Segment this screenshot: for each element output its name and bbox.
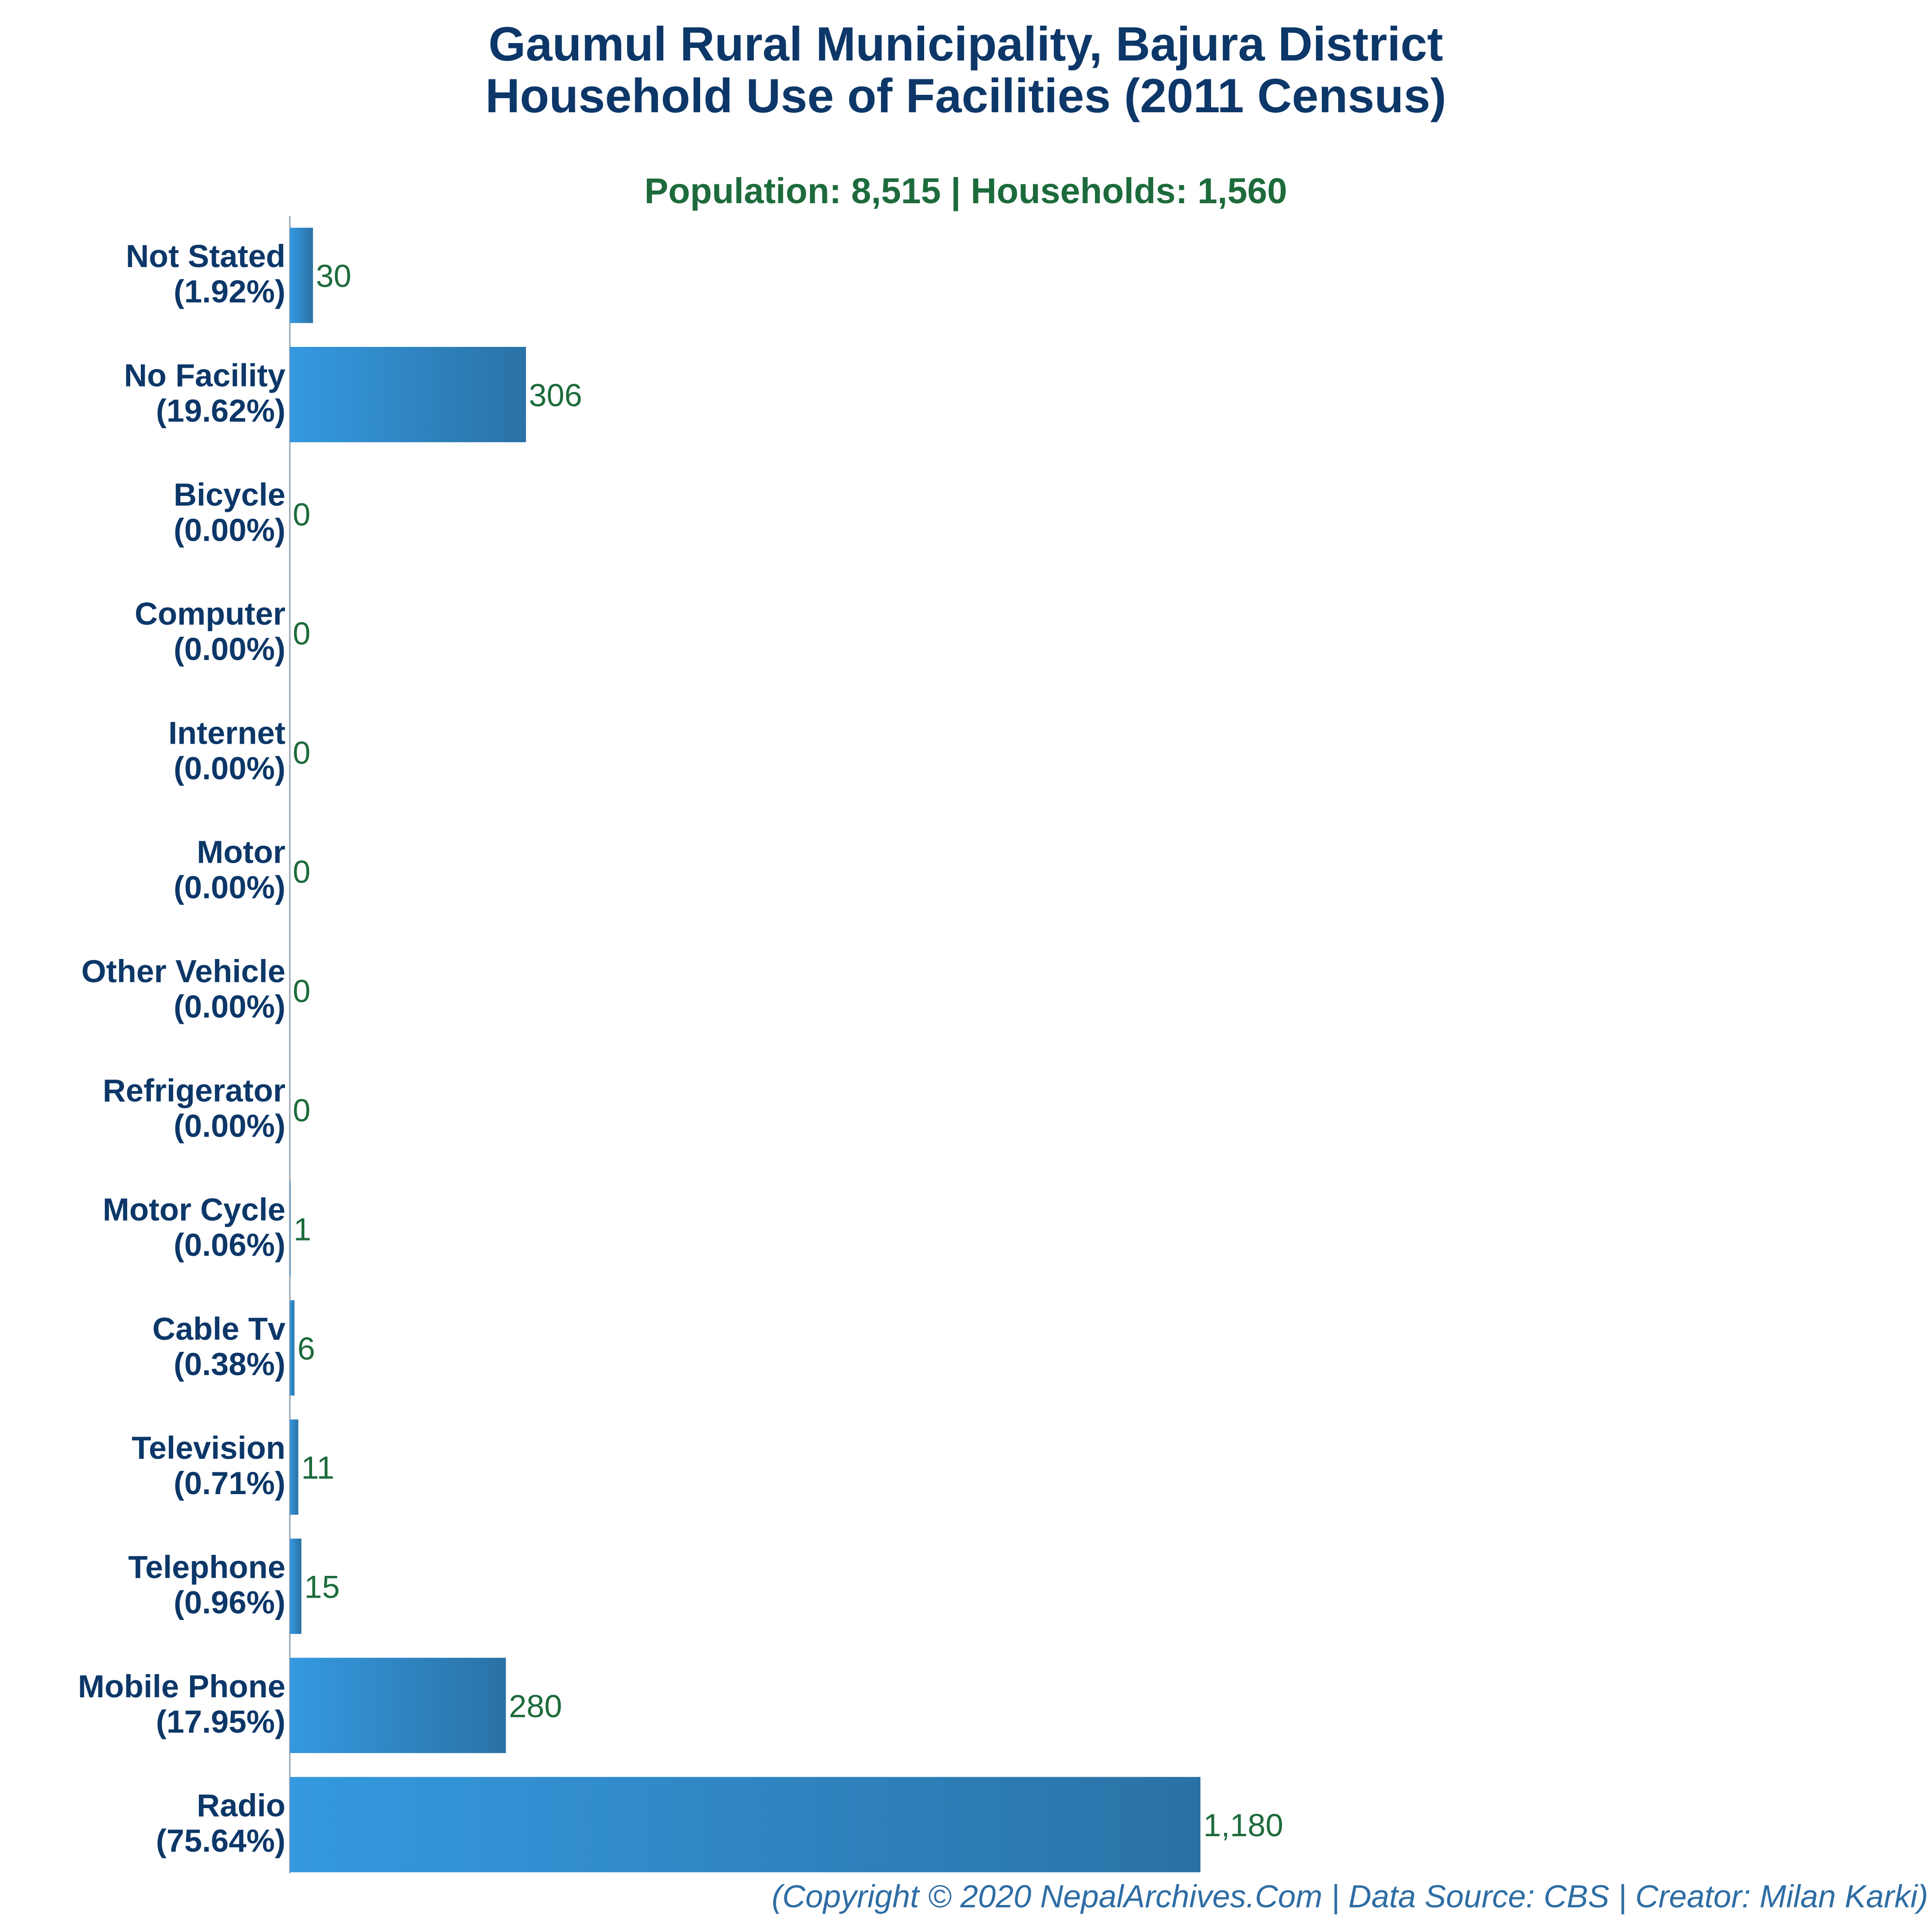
category-percent-label: (0.96%) <box>174 1584 285 1620</box>
category-percent-label: (1.92%) <box>174 273 285 309</box>
category-percent-label: (75.64%) <box>156 1823 285 1858</box>
bar-no-facility <box>290 346 526 442</box>
category-percent-label: (0.00%) <box>174 631 285 667</box>
value-label: 280 <box>509 1688 562 1724</box>
value-label: 306 <box>529 377 582 413</box>
bars-group <box>290 227 1200 1872</box>
category-percent-label: (0.00%) <box>174 750 285 786</box>
bar-radio <box>290 1777 1200 1872</box>
value-label: 30 <box>316 258 351 294</box>
value-label: 15 <box>304 1569 340 1604</box>
chart-subtitle: Population: 8,515 | Households: 1,560 <box>644 171 1287 211</box>
bar-not-stated <box>290 227 313 323</box>
value-label: 0 <box>293 854 311 890</box>
chart-credit: (Copyright © 2020 NepalArchives.Com | Da… <box>772 1878 1928 1915</box>
category-percent-label: (0.71%) <box>174 1465 285 1501</box>
category-percent-label: (19.62%) <box>156 392 285 428</box>
category-label: Refrigerator <box>103 1072 285 1108</box>
bar-cable-tv <box>290 1300 295 1396</box>
bar-motor-cycle <box>290 1181 291 1277</box>
category-percent-label: (0.00%) <box>174 869 285 905</box>
category-percent-label: (17.95%) <box>156 1704 285 1739</box>
bar-mobile-phone <box>290 1658 506 1753</box>
value-label: 1 <box>294 1212 312 1247</box>
category-label: Radio <box>197 1787 285 1823</box>
category-percent-label: (0.00%) <box>174 1108 285 1143</box>
value-label: 0 <box>293 615 311 651</box>
category-label: Not Stated <box>126 238 285 274</box>
category-label: Other Vehicle <box>81 953 285 989</box>
category-label: Telephone <box>128 1549 285 1585</box>
category-percent-label: (0.38%) <box>174 1346 285 1382</box>
category-label: Cable Tv <box>152 1311 285 1347</box>
category-label: Bicycle <box>174 477 285 512</box>
value-label: 6 <box>298 1331 315 1366</box>
category-label: Mobile Phone <box>78 1668 285 1704</box>
category-label: Computer <box>135 596 285 631</box>
category-label: Television <box>132 1430 285 1466</box>
chart-title-line-1: Gaumul Rural Municipality, Bajura Distri… <box>488 17 1443 71</box>
category-label: Motor <box>197 834 285 870</box>
value-label: 0 <box>293 973 311 1009</box>
category-label: No Facility <box>124 357 285 393</box>
category-label: Internet <box>168 715 285 750</box>
value-label: 11 <box>301 1450 335 1485</box>
category-labels-group: Not Stated(1.92%) No Facility(19.62%) Bicy… <box>78 238 285 1858</box>
value-labels-group: 30 306 0 0 0 0 0 0 1 6 11 15 280 1,180 <box>293 258 1283 1843</box>
category-percent-label: (0.00%) <box>174 988 285 1024</box>
category-percent-label: (0.06%) <box>174 1227 285 1263</box>
value-label: 0 <box>293 1092 311 1128</box>
bar-television <box>290 1419 299 1515</box>
category-percent-label: (0.00%) <box>174 512 285 548</box>
value-label: 0 <box>293 734 311 770</box>
value-label: 1,180 <box>1203 1807 1283 1843</box>
chart-title-line-2: Household Use of Facilities (2011 Census… <box>485 69 1446 122</box>
category-label: Motor Cycle <box>103 1192 285 1228</box>
bar-telephone <box>290 1538 301 1634</box>
value-label: 0 <box>293 496 311 532</box>
